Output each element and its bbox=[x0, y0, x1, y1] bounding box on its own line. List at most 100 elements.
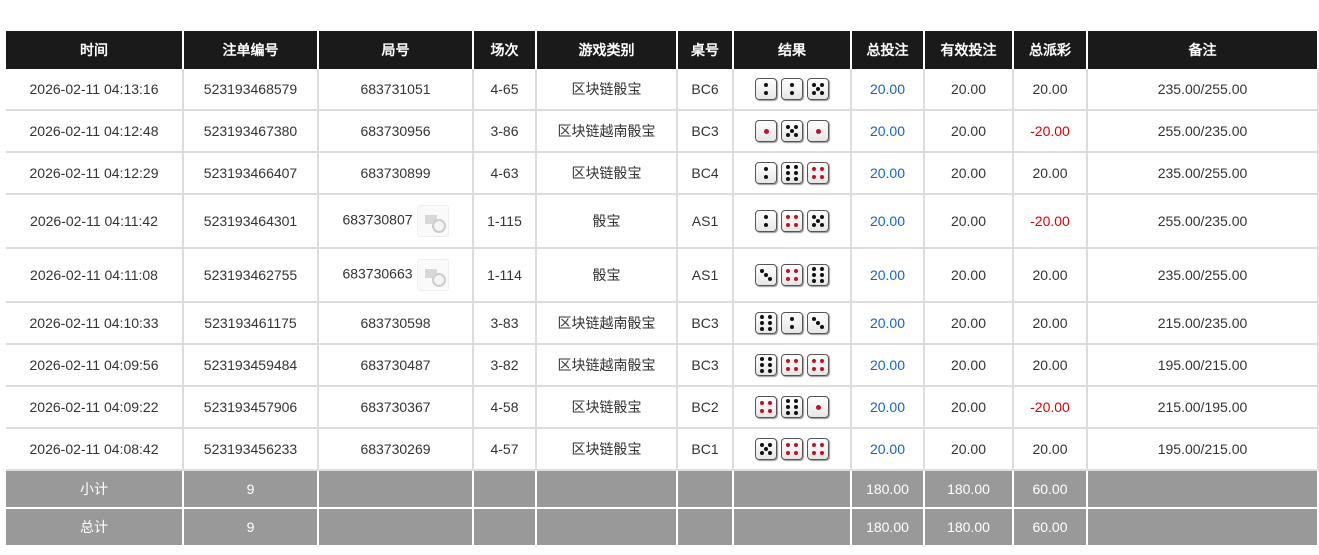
result-cell bbox=[733, 302, 852, 345]
valid-bet-cell-text: 20.00 bbox=[950, 81, 987, 97]
payout-cell: 20.00 bbox=[1013, 248, 1088, 303]
session-cell: 3-82 bbox=[473, 344, 537, 387]
dice-4-icon bbox=[781, 210, 803, 232]
session-cell-text: 3-83 bbox=[490, 315, 519, 331]
subtotal-label-text: 小计 bbox=[80, 481, 108, 497]
valid-bet-cell: 20.00 bbox=[924, 344, 1014, 387]
table-row: 2026-02-11 04:13:16 523193468579 683731051… bbox=[6, 69, 1319, 111]
subtotal-payout-text: 60.00 bbox=[1032, 481, 1068, 497]
game-type-cell: 骰宝 bbox=[536, 248, 678, 303]
header-note: 备注 bbox=[1087, 31, 1319, 69]
dice-2-icon bbox=[755, 162, 777, 184]
game-type-cell-text: 区块链越南骰宝 bbox=[557, 357, 656, 373]
bet-id-cell: 523193461175 bbox=[183, 302, 319, 345]
note-cell: 235.00/255.00 bbox=[1087, 69, 1319, 111]
total-label-text: 总计 bbox=[80, 519, 108, 535]
payout-cell: -20.00 bbox=[1013, 110, 1088, 153]
session-cell-text: 3-82 bbox=[490, 357, 519, 373]
time-cell: 2026-02-11 04:13:16 bbox=[6, 69, 184, 111]
total-bet-cell-text: 20.00 bbox=[869, 123, 906, 139]
payout-cell-text: 20.00 bbox=[1032, 81, 1068, 97]
dice-1-icon bbox=[755, 120, 777, 142]
valid-bet-cell-text: 20.00 bbox=[950, 123, 987, 139]
game-type-cell-text: 区块链骰宝 bbox=[571, 441, 642, 457]
subtotal-empty bbox=[536, 470, 678, 509]
session-cell-text: 4-58 bbox=[490, 399, 519, 415]
payout-cell-text: -20.00 bbox=[1030, 213, 1070, 229]
time-cell: 2026-02-11 04:12:29 bbox=[6, 152, 184, 195]
result-cell bbox=[733, 69, 852, 111]
time-cell-text: 2026-02-11 04:10:33 bbox=[29, 315, 159, 331]
note-cell-text: 255.00/235.00 bbox=[1157, 213, 1248, 229]
subtotal-bet-text: 180.00 bbox=[866, 481, 909, 497]
bet-id-cell: 523193466407 bbox=[183, 152, 319, 195]
valid-bet-cell-text: 20.00 bbox=[950, 315, 987, 331]
round-cell-text: 683730487 bbox=[360, 357, 431, 373]
subtotal-empty bbox=[677, 470, 734, 509]
total-empty bbox=[536, 508, 678, 547]
session-cell-text: 1-114 bbox=[487, 267, 522, 283]
payout-cell: -20.00 bbox=[1013, 194, 1088, 249]
time-cell-text: 2026-02-11 04:11:08 bbox=[30, 267, 158, 283]
valid-bet-cell: 20.00 bbox=[924, 302, 1014, 345]
payout-cell-text: 20.00 bbox=[1032, 267, 1068, 283]
valid-bet-cell: 20.00 bbox=[924, 69, 1014, 111]
result-cell bbox=[733, 248, 852, 303]
total-bet-cell-text: 20.00 bbox=[869, 213, 906, 229]
game-type-cell: 区块链骰宝 bbox=[536, 428, 678, 471]
round-cell-text: 683730663 bbox=[342, 265, 413, 282]
table-cell: AS1 bbox=[677, 248, 734, 303]
game-type-cell-text: 区块链越南骰宝 bbox=[557, 315, 656, 331]
bet-history-table: 时间 注单编号 局号 场次 游戏类别 桌号 结果 总投注 有效投注 总派彩 备注 2026-02-1… bbox=[6, 31, 1319, 547]
note-cell-text: 255.00/235.00 bbox=[1157, 123, 1248, 139]
total-payout-text: 60.00 bbox=[1032, 519, 1068, 535]
table-row: 2026-02-11 04:09:56 523193459484 683730487… bbox=[6, 344, 1319, 387]
total-valid-text: 180.00 bbox=[947, 519, 990, 535]
dice-6-icon bbox=[781, 396, 803, 418]
result-cell bbox=[733, 344, 852, 387]
total-bet-cell: 20.00 bbox=[851, 248, 925, 303]
header-time: 时间 bbox=[6, 31, 184, 69]
total-bet-cell-text: 20.00 bbox=[869, 267, 906, 283]
note-cell: 255.00/235.00 bbox=[1087, 110, 1319, 153]
session-cell: 4-63 bbox=[473, 152, 537, 195]
total-bet-cell-text: 20.00 bbox=[869, 81, 906, 97]
video-replay-icon[interactable] bbox=[416, 205, 449, 237]
time-cell-text: 2026-02-11 04:13:16 bbox=[29, 81, 159, 97]
total-empty bbox=[473, 508, 537, 547]
note-cell: 195.00/215.00 bbox=[1087, 428, 1319, 471]
table-row: 2026-02-11 04:08:42 523193456233 683730269… bbox=[6, 428, 1319, 471]
game-type-cell-text: 区块链骰宝 bbox=[571, 165, 642, 181]
payout-cell-text: 20.00 bbox=[1032, 441, 1068, 457]
table-cell-text: BC4 bbox=[691, 165, 719, 181]
dice-2-icon bbox=[781, 78, 803, 100]
valid-bet-cell-text: 20.00 bbox=[950, 165, 987, 181]
dice-4-icon bbox=[755, 396, 777, 418]
valid-bet-cell-text: 20.00 bbox=[950, 213, 987, 229]
time-cell-text: 2026-02-11 04:12:48 bbox=[29, 123, 159, 139]
valid-bet-cell-text: 20.00 bbox=[950, 441, 987, 457]
round-cell: 683730367 bbox=[318, 386, 474, 429]
time-cell-text: 2026-02-11 04:11:42 bbox=[30, 213, 158, 229]
subtotal-row: 小计 9 180.00 180.00 60.00 bbox=[6, 470, 1319, 509]
table-cell-text: AS1 bbox=[691, 267, 719, 283]
video-replay-icon[interactable] bbox=[416, 259, 449, 291]
bet-id-cell: 523193467380 bbox=[183, 110, 319, 153]
payout-cell: 20.00 bbox=[1013, 302, 1088, 345]
game-type-cell: 区块链骰宝 bbox=[536, 386, 678, 429]
session-cell-text: 4-57 bbox=[490, 441, 519, 457]
note-cell-text: 215.00/235.00 bbox=[1157, 315, 1248, 331]
total-bet-cell: 20.00 bbox=[851, 344, 925, 387]
dice-5-icon bbox=[807, 78, 829, 100]
total-valid: 180.00 bbox=[924, 508, 1014, 547]
table-row: 2026-02-11 04:10:33 523193461175 683730598… bbox=[6, 302, 1319, 345]
header-table: 桌号 bbox=[677, 31, 734, 69]
total-bet-cell: 20.00 bbox=[851, 194, 925, 249]
payout-cell: 20.00 bbox=[1013, 344, 1088, 387]
session-cell: 4-57 bbox=[473, 428, 537, 471]
game-type-cell: 区块链骰宝 bbox=[536, 152, 678, 195]
note-cell: 255.00/235.00 bbox=[1087, 194, 1319, 249]
valid-bet-cell-text: 20.00 bbox=[950, 357, 987, 373]
round-cell-text: 683731051 bbox=[360, 81, 431, 97]
dice-2-icon bbox=[755, 78, 777, 100]
